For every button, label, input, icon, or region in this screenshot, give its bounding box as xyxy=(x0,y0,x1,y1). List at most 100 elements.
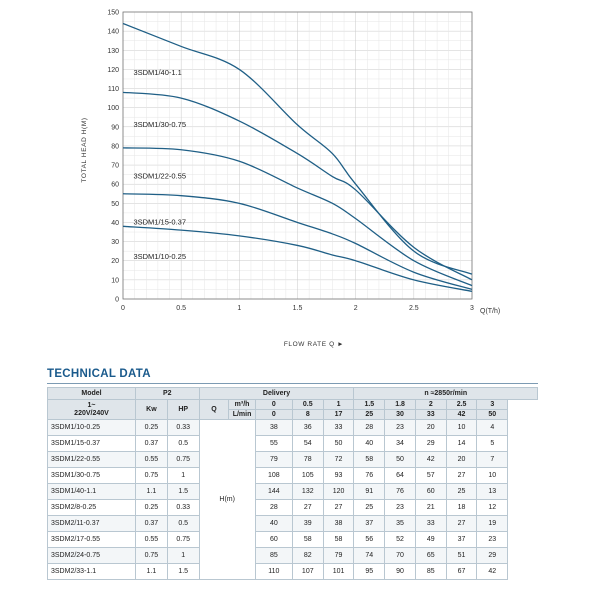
head-value-cell: 90 xyxy=(384,563,416,580)
head-value-cell: 21 xyxy=(414,499,447,516)
head-unit-cell: H(m) xyxy=(198,419,256,580)
head-value-cell: 78 xyxy=(291,451,324,468)
head-value-cell: 95 xyxy=(353,563,386,580)
hp-cell: 0.33 xyxy=(166,499,200,516)
head-value-cell: 42 xyxy=(476,563,509,580)
curve-label: 3SDM1/15-0.37 xyxy=(133,217,186,226)
head-value-cell: 79 xyxy=(322,547,355,564)
table-row: 3SDM2/33-1.1 1.1 1.5 110 107 101 95 90 85 67 42 xyxy=(47,563,538,580)
head-value-cell: 49 xyxy=(414,531,447,548)
head-value-cell: 19 xyxy=(476,515,509,532)
head-value-cell: 56 xyxy=(353,531,386,548)
header-p2: P2 xyxy=(135,387,200,400)
hp-cell: 0.5 xyxy=(166,515,200,532)
head-value-cell: 144 xyxy=(254,483,293,500)
head-value-cell: 50 xyxy=(384,451,416,468)
curve-3SDM1/15-0.37 xyxy=(122,193,473,291)
header-flow-lmin: 8 xyxy=(291,409,324,420)
kw-cell: 0.25 xyxy=(135,499,168,516)
curve-label: 3SDM1/30-0.75 xyxy=(133,120,186,129)
head-value-cell: 40 xyxy=(353,435,386,452)
head-value-cell: 25 xyxy=(353,499,386,516)
head-value-cell: 60 xyxy=(254,531,293,548)
chart-grid xyxy=(122,11,473,300)
header-flow-lmin: 0 xyxy=(254,409,293,420)
header-flow-lmin: 33 xyxy=(414,409,447,420)
header-speed: n ≈2850r/min xyxy=(353,387,538,400)
head-value-cell: 34 xyxy=(384,435,416,452)
y-tick-label: 60 xyxy=(111,182,119,189)
head-value-cell: 23 xyxy=(384,419,416,436)
head-value-cell: 58 xyxy=(322,531,355,548)
model-cell: 3SDM1/30-0.75 xyxy=(47,467,136,484)
head-value-cell: 27 xyxy=(445,467,478,484)
table-row: 3SDM1/15-0.37 0.37 0.5 55 54 50 40 34 29 14 5 xyxy=(47,435,538,452)
table-row: 3SDM1/30-0.75 0.75 1 108 105 93 76 64 57 27 10 xyxy=(47,467,538,484)
kw-cell: 0.55 xyxy=(135,451,168,468)
head-value-cell: 72 xyxy=(322,451,355,468)
header-unit-m3h: m³/h xyxy=(228,399,256,410)
curve-label: 3SDM1/22-0.55 xyxy=(133,171,186,180)
kw-cell: 0.55 xyxy=(135,531,168,548)
header-hp: HP xyxy=(166,399,200,420)
head-value-cell: 132 xyxy=(291,483,324,500)
header-kw: Kw xyxy=(135,399,168,420)
model-cell: 3SDM2/8-0.25 xyxy=(47,499,136,516)
head-value-cell: 39 xyxy=(291,515,324,532)
head-value-cell: 5 xyxy=(476,435,509,452)
head-value-cell: 50 xyxy=(322,435,355,452)
header-flow-m3h: 2.5 xyxy=(445,399,478,410)
x-tick-label: 1 xyxy=(237,305,241,312)
y-tick-label: 120 xyxy=(107,67,119,74)
head-value-cell: 33 xyxy=(414,515,447,532)
head-value-cell: 10 xyxy=(445,419,478,436)
header-flow-lmin: 50 xyxy=(476,409,509,420)
head-value-cell: 105 xyxy=(291,467,324,484)
head-value-cell: 64 xyxy=(384,467,416,484)
head-value-cell: 110 xyxy=(254,563,293,580)
x-tick-label: 0.5 xyxy=(176,305,186,312)
head-value-cell: 85 xyxy=(414,563,447,580)
kw-cell: 0.75 xyxy=(135,547,168,564)
header-q: Q xyxy=(198,399,230,420)
hp-cell: 1.5 xyxy=(166,563,200,580)
table-row: 3SDM2/8-0.25 0.25 0.33 28 27 27 25 23 21 18 12 xyxy=(47,499,538,516)
model-cell: 3SDM2/17-0.55 xyxy=(47,531,136,548)
table-row: 3SDM2/24-0.75 0.75 1 85 82 79 74 70 65 51 29 xyxy=(47,547,538,564)
head-value-cell: 54 xyxy=(291,435,324,452)
head-value-cell: 37 xyxy=(445,531,478,548)
y-axis-ticks: 0 10 20 30 40 50 60 70 80 90 100 110 120 130 140 150 xyxy=(107,10,119,304)
head-value-cell: 76 xyxy=(384,483,416,500)
header-delivery: Delivery xyxy=(198,387,355,400)
head-value-cell: 101 xyxy=(322,563,355,580)
head-value-cell: 82 xyxy=(291,547,324,564)
head-value-cell: 57 xyxy=(414,467,447,484)
head-value-cell: 7 xyxy=(476,451,509,468)
head-value-cell: 36 xyxy=(291,419,324,436)
head-value-cell: 108 xyxy=(254,467,293,484)
curve-label: 3SDM1/40-1.1 xyxy=(133,68,181,77)
head-value-cell: 52 xyxy=(384,531,416,548)
head-value-cell: 13 xyxy=(476,483,509,500)
head-value-cell: 74 xyxy=(353,547,386,564)
head-value-cell: 85 xyxy=(254,547,293,564)
head-value-cell: 37 xyxy=(353,515,386,532)
head-value-cell: 60 xyxy=(414,483,447,500)
table-row: 3SDM1/10-0.25 0.25 0.33 H(m) 38 36 33 28 23 20 10 4 xyxy=(47,419,538,580)
head-value-cell: 79 xyxy=(254,451,293,468)
kw-cell: 0.75 xyxy=(135,467,168,484)
head-value-cell: 18 xyxy=(445,499,478,516)
technical-data-table: Model P2 Delivery n ≈2850r/min 1~ 220V/2… xyxy=(47,387,538,580)
head-value-cell: 55 xyxy=(254,435,293,452)
header-flow-lmin: 42 xyxy=(445,409,478,420)
head-value-cell: 28 xyxy=(254,499,293,516)
head-value-cell: 67 xyxy=(445,563,478,580)
technical-data-header: Model P2 Delivery n ≈2850r/min 1~ 220V/2… xyxy=(47,387,538,420)
head-value-cell: 91 xyxy=(353,483,386,500)
head-value-cell: 27 xyxy=(322,499,355,516)
table-row: 3SDM2/17-0.55 0.55 0.75 60 58 58 56 52 49 37 23 xyxy=(47,531,538,548)
x-tick-label: 2 xyxy=(354,305,358,312)
header-row-m3h: 1~ 220V/240V Kw HP Q m³/h 0 0.5 1 1.5 1.8 2 2.… xyxy=(47,399,538,420)
curve-3SDM1/22-0.55 xyxy=(122,147,473,287)
